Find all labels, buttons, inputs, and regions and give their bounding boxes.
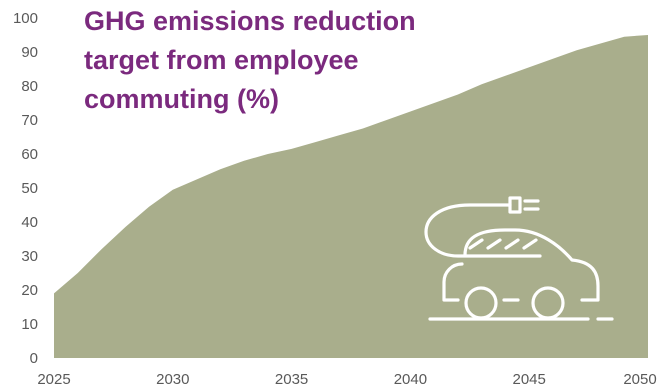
area-layer bbox=[54, 35, 648, 358]
y-tick-label: 30 bbox=[21, 248, 38, 265]
area-series-0 bbox=[54, 35, 648, 358]
y-tick-label: 70 bbox=[21, 112, 38, 129]
electric-car-icon bbox=[424, 196, 614, 321]
y-tick-label: 80 bbox=[21, 78, 38, 95]
chart-title-line-2: target from employee bbox=[84, 45, 359, 75]
x-tick-label: 2040 bbox=[394, 371, 427, 388]
x-tick-label: 2045 bbox=[513, 371, 546, 388]
y-tick-label: 50 bbox=[21, 180, 38, 197]
x-axis-ticks: 2025 2030 2035 2040 2045 2050 bbox=[37, 371, 656, 388]
y-axis-ticks: 0 10 20 30 40 50 60 70 80 90 100 bbox=[13, 10, 38, 367]
y-tick-label: 40 bbox=[21, 214, 38, 231]
y-tick-label: 90 bbox=[21, 44, 38, 61]
x-tick-label: 2025 bbox=[37, 371, 70, 388]
x-tick-label: 2035 bbox=[275, 371, 308, 388]
y-tick-label: 0 bbox=[30, 350, 38, 367]
chart-title-line-3: commuting (%) bbox=[84, 84, 279, 114]
x-tick-label: 2050 bbox=[623, 371, 656, 388]
chart-title-line-1: GHG emissions reduction bbox=[84, 6, 416, 36]
y-tick-label: 10 bbox=[21, 316, 38, 333]
y-tick-label: 60 bbox=[21, 146, 38, 163]
y-tick-label: 100 bbox=[13, 10, 38, 27]
y-tick-label: 20 bbox=[21, 282, 38, 299]
x-tick-label: 2030 bbox=[156, 371, 189, 388]
chart-title: GHG emissions reduction target from empl… bbox=[84, 6, 420, 114]
